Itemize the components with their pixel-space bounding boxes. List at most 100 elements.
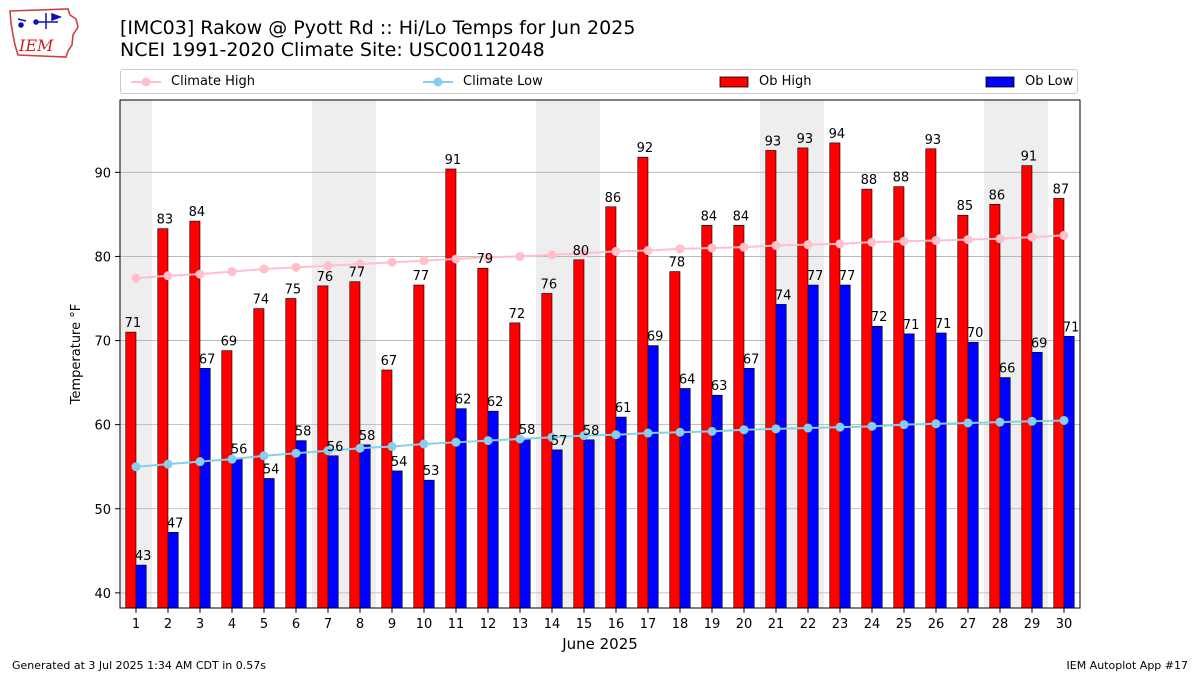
ob-low-bar [327, 455, 339, 609]
ob-low-bar [743, 367, 755, 609]
ob-high-value-label: 84 [733, 209, 750, 224]
ob-high-bar [509, 322, 521, 609]
climate-low-point [227, 454, 237, 464]
iowa-outline-icon [9, 8, 79, 58]
ob-high-bar [829, 142, 841, 609]
x-tick-label: 5 [260, 617, 268, 632]
climate-high-point [195, 269, 205, 279]
legend-line-marker-high [131, 77, 161, 86]
ob-high-value-label: 93 [765, 134, 782, 149]
ob-high-value-label: 75 [285, 282, 302, 297]
x-tick-label: 30 [1056, 617, 1073, 632]
ob-low-value-label: 54 [263, 462, 280, 477]
climate-high-point [643, 246, 653, 256]
ob-low-bar [807, 284, 819, 609]
legend-item-ob-high: Ob High [719, 70, 812, 93]
climate-low-point [323, 446, 333, 456]
ob-low-bar [391, 470, 403, 609]
ob-low-value-label: 43 [135, 549, 152, 564]
ob-low-bar [999, 377, 1011, 609]
ob-high-bar [701, 225, 713, 609]
ob-high-value-label: 78 [669, 256, 686, 271]
ob-low-bar [775, 304, 787, 609]
ob-low-value-label: 58 [519, 423, 536, 438]
x-tick-label: 4 [228, 617, 236, 632]
ob-high-value-label: 93 [925, 133, 942, 148]
climate-high-point [515, 251, 525, 261]
ob-low-bar [903, 333, 915, 609]
climate-low-point [1059, 415, 1069, 425]
climate-high-point [291, 262, 301, 272]
climate-low-point [611, 430, 621, 440]
iem-logo: IEM [9, 8, 79, 58]
climate-low-point [739, 425, 749, 435]
ob-low-bar [647, 345, 659, 609]
climate-low-point [291, 448, 301, 458]
x-tick-label: 11 [448, 617, 465, 632]
ob-low-value-label: 71 [903, 318, 920, 333]
x-tick-label: 7 [324, 617, 332, 632]
x-tick-label: 16 [608, 617, 625, 632]
y-tick-label: 80 [94, 250, 111, 265]
ob-high-value-label: 87 [1053, 182, 1070, 197]
ob-high-bar [221, 350, 233, 609]
legend-item-climate-high: Climate High [131, 70, 255, 93]
ob-low-bar [711, 394, 723, 609]
legend-swatch-ob-low [985, 76, 1015, 87]
climate-high-point [931, 235, 941, 245]
logo-text: IEM [18, 36, 54, 55]
climate-low-point [899, 420, 909, 430]
climate-high-point [771, 241, 781, 251]
chart-legend: Climate High Climate Low Ob High Ob Low [120, 69, 1078, 94]
climate-low-line [135, 419, 1065, 468]
climate-high-point [739, 242, 749, 252]
ob-low-value-label: 47 [167, 516, 184, 531]
ob-high-bar [893, 186, 905, 609]
ob-low-value-label: 56 [231, 442, 248, 457]
climate-low-point [995, 417, 1005, 427]
climate-high-point [867, 237, 877, 247]
ob-high-value-label: 74 [253, 293, 270, 308]
climate-high-point [611, 246, 621, 256]
climate-low-point [675, 427, 685, 437]
x-tick-label: 21 [768, 617, 785, 632]
ob-low-value-label: 57 [551, 434, 568, 449]
ob-high-bar [957, 214, 969, 609]
ob-low-bar [871, 325, 883, 609]
x-tick-label: 27 [960, 617, 977, 632]
climate-high-point [835, 239, 845, 249]
ob-high-value-label: 72 [509, 307, 526, 322]
x-tick-label: 10 [416, 617, 433, 632]
ob-high-value-label: 84 [701, 209, 718, 224]
x-tick-label: 23 [832, 617, 849, 632]
ob-high-value-label: 79 [477, 252, 494, 267]
x-tick-label: 26 [928, 617, 945, 632]
climate-low-point [163, 459, 173, 469]
legend-line-marker-low [423, 77, 453, 86]
climate-high-point [707, 243, 717, 253]
climate-high-point [131, 273, 141, 283]
ob-low-value-label: 71 [1063, 320, 1080, 335]
climate-low-point [515, 434, 525, 444]
ob-high-value-label: 67 [381, 354, 398, 369]
climate-low-point [259, 451, 269, 461]
climate-high-point [803, 240, 813, 250]
chart-subtitle: NCEI 1991-2020 Climate Site: USC00112048 [120, 39, 545, 61]
ob-low-value-label: 58 [583, 424, 600, 439]
climate-low-point [1027, 416, 1037, 426]
ob-low-bar [967, 341, 979, 609]
climate-low-point [195, 457, 205, 467]
ob-low-value-label: 69 [1031, 336, 1048, 351]
ob-low-value-label: 58 [359, 429, 376, 444]
ob-high-bar [733, 225, 745, 609]
climate-high-point [355, 259, 365, 269]
x-tick-label: 8 [356, 617, 364, 632]
ob-low-bar [199, 367, 211, 609]
app-credit: IEM Autoplot App #17 [1066, 659, 1189, 672]
climate-high-point [899, 236, 909, 246]
ob-low-value-label: 67 [199, 352, 216, 367]
ob-low-bar [583, 439, 595, 609]
climate-high-point [1027, 232, 1037, 242]
ob-low-value-label: 62 [455, 393, 472, 408]
ob-low-value-label: 66 [999, 362, 1016, 377]
